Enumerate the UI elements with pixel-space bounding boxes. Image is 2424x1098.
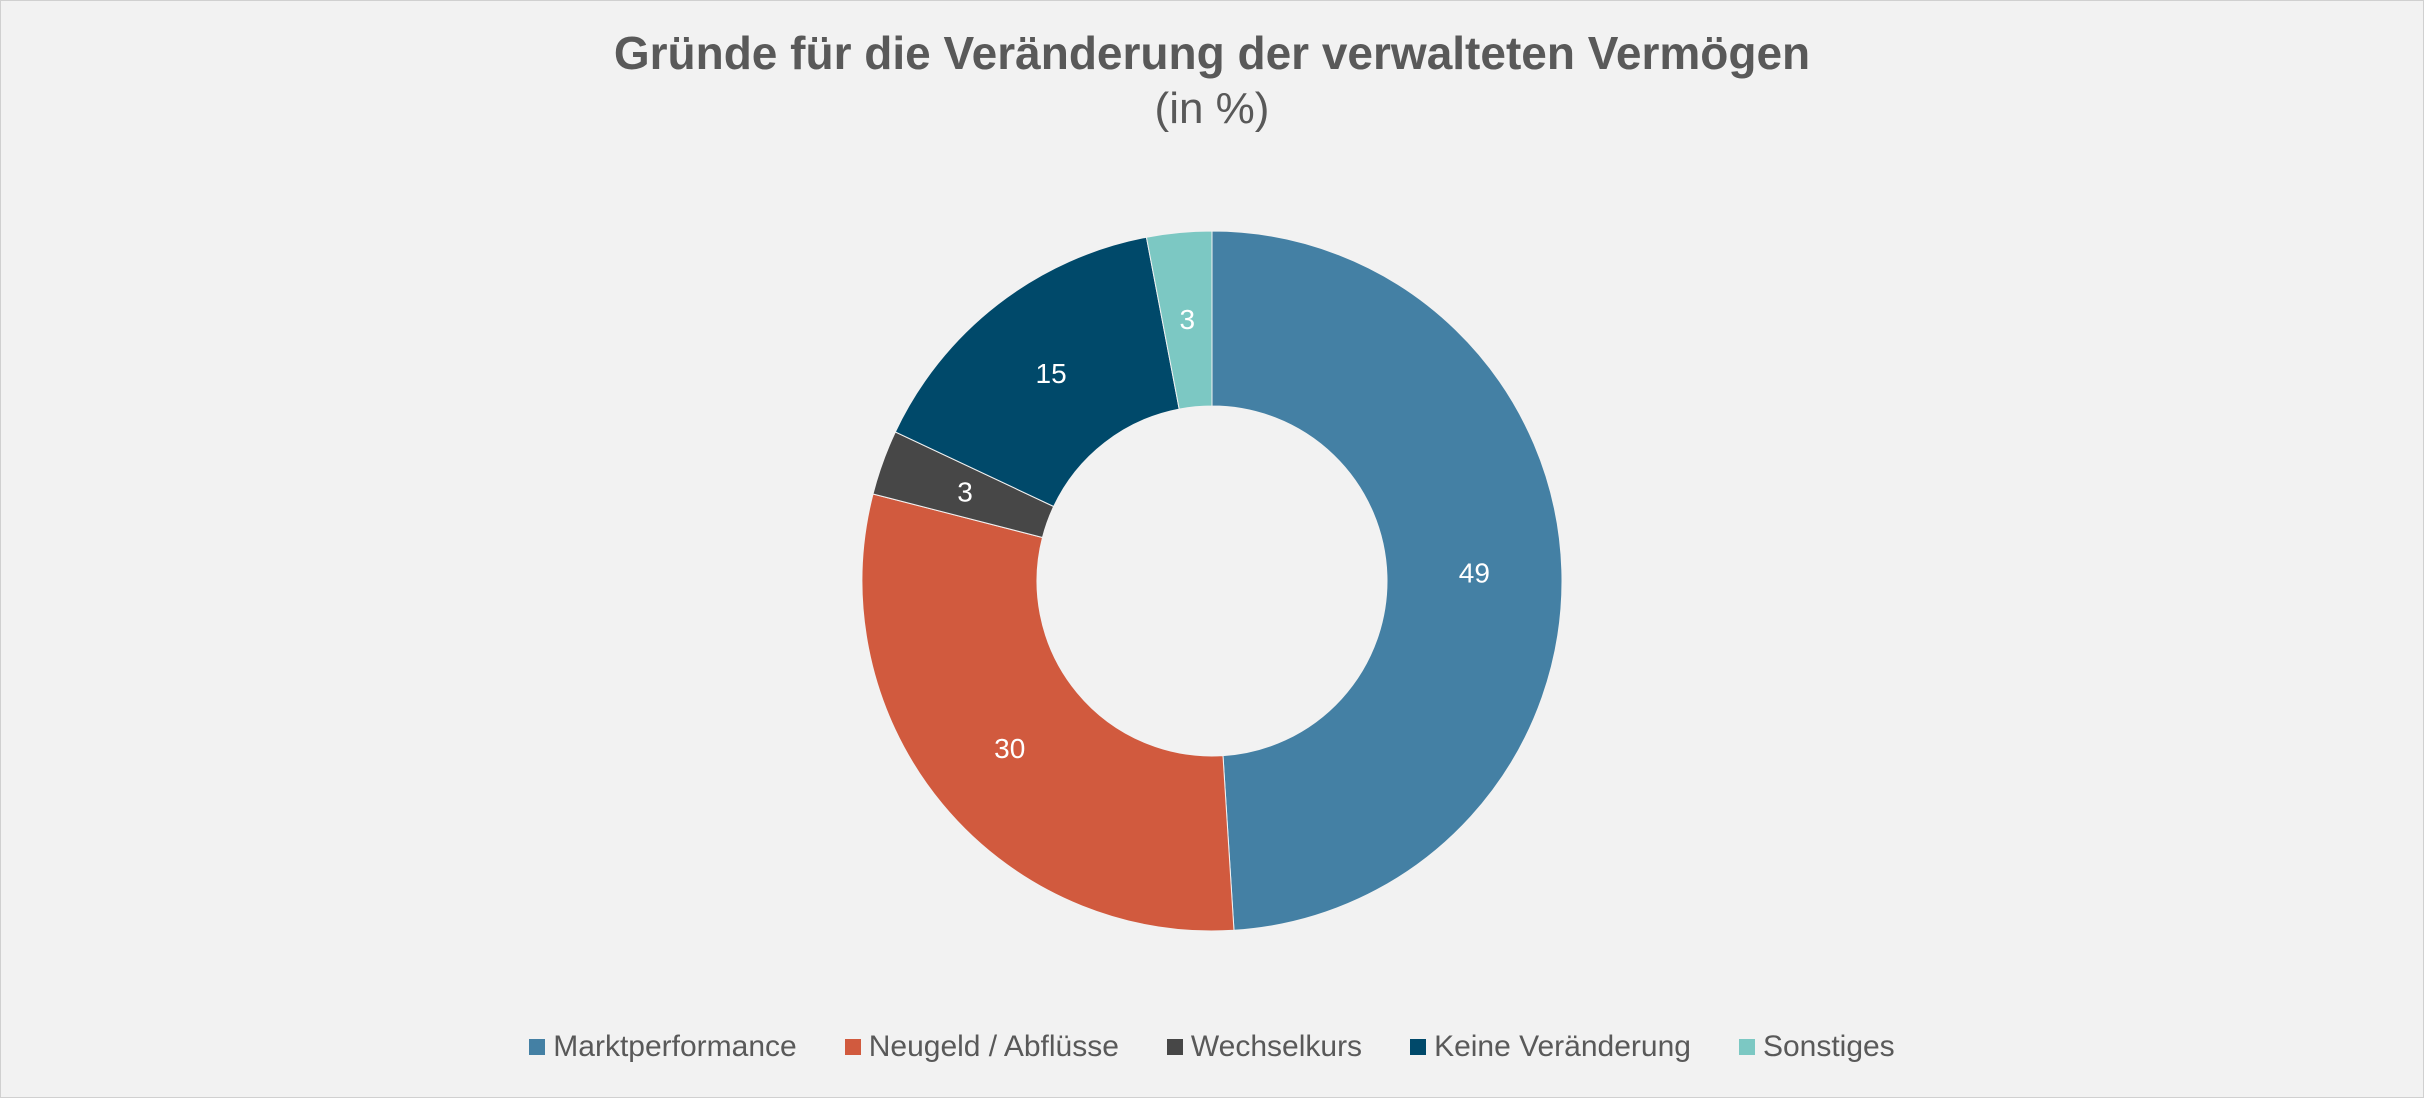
data-label-4: 3 [1180, 304, 1196, 335]
legend-item-3: Keine Veränderung [1410, 1030, 1691, 1064]
legend-label-2: Wechselkurs [1190, 1030, 1363, 1063]
donut-slices [861, 230, 1563, 932]
slice-4 [1145, 230, 1213, 410]
legend-item-0: Marktperformance [529, 1030, 797, 1064]
legend-label-1: Neugeld / Abflüsse [868, 1030, 1119, 1063]
legend-swatch-1 [844, 1039, 861, 1055]
chart-subtitle: (in %) [1154, 84, 1270, 133]
legend-swatch-0 [529, 1039, 546, 1055]
data-label-3: 15 [1036, 358, 1067, 389]
data-label-2: 3 [957, 477, 973, 508]
legend-swatch-2 [1166, 1039, 1183, 1055]
chart-title: Gründe für die Veränderung der verwaltet… [613, 27, 1811, 79]
legend: Marktperformance Neugeld / Abflüsse Wechse… [0, 1030, 2424, 1064]
slice-3 [894, 236, 1180, 508]
legend-label-4: Sonstiges [1762, 1030, 1895, 1063]
slice-1 [861, 493, 1235, 932]
donut-data-labels: 49 30 3 15 3 [957, 304, 1490, 764]
legend-item-4: Sonstiges [1738, 1030, 1895, 1064]
data-label-0: 49 [1459, 557, 1490, 588]
slice-0 [1211, 230, 1563, 931]
legend-swatch-4 [1738, 1039, 1755, 1055]
legend-item-2: Wechselkurs [1166, 1030, 1363, 1064]
data-label-1: 30 [994, 733, 1025, 764]
legend-label-0: Marktperformance [553, 1030, 797, 1063]
legend-item-1: Neugeld / Abflüsse [844, 1030, 1119, 1064]
legend-label-3: Keine Veränderung [1434, 1030, 1691, 1063]
legend-swatch-3 [1410, 1039, 1427, 1055]
